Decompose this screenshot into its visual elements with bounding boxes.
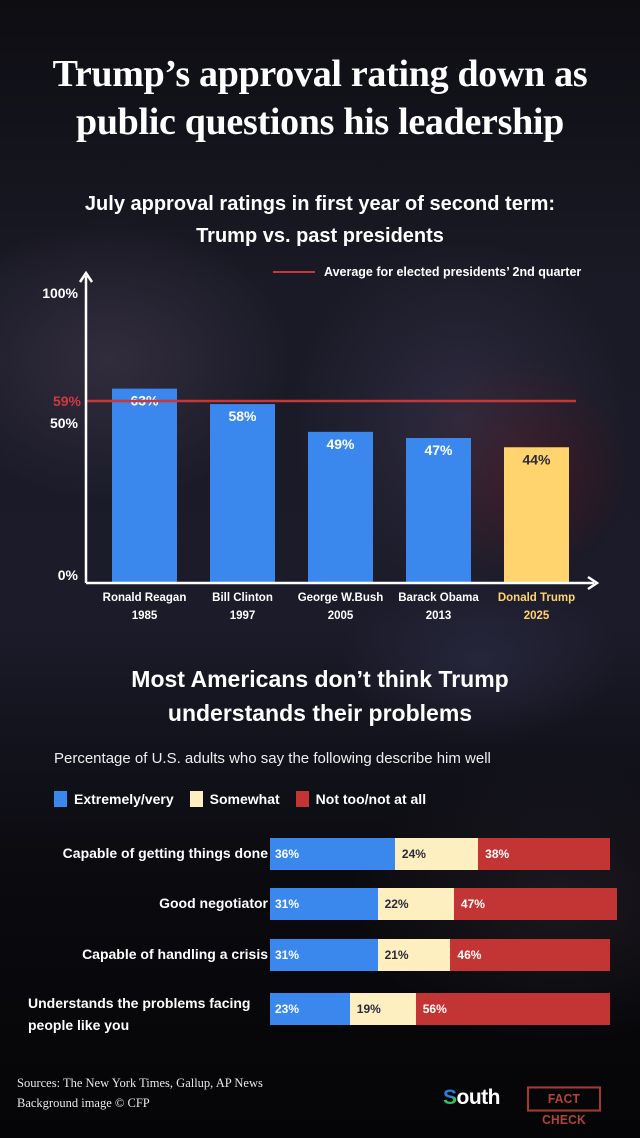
bar-donald-trump — [504, 447, 569, 583]
average-value-label: 59% — [53, 393, 82, 409]
segment-extremely-very: 31% — [270, 888, 378, 920]
x-tick-label-year: 2005 — [328, 610, 354, 622]
x-tick-label-name: Barack Obama — [398, 592, 479, 604]
x-axis-arrow-icon — [587, 575, 600, 591]
south-logo: South — [443, 1086, 501, 1110]
chart2-title: Most Americans don’t think Trump underst… — [0, 662, 640, 730]
main-title: Trump’s approval rating down as public q… — [0, 50, 640, 146]
stacked-bar: 23% 19% 56% — [270, 993, 611, 1025]
x-tick-label-name: Ronald Reagan — [103, 592, 187, 604]
legend-item-somewhat: Somewhat — [189, 791, 280, 807]
bar-value-label: 47% — [424, 442, 453, 458]
bar-value-label: 49% — [326, 436, 355, 452]
chart2-legend: Extremely/very Somewhat Not too/not at a… — [54, 791, 426, 807]
row-label: Good negotiator — [159, 895, 268, 911]
approval-bar-chart: 63%58%49% 47%44% 0%50%100% 59% Average fo… — [42, 265, 600, 622]
bar-ronald-reagan — [112, 388, 177, 583]
segment-somewhat: 22% — [377, 888, 454, 920]
footer-sources: Sources: The New York Times, Gallup, AP … — [17, 1073, 263, 1113]
segment-not-at-all: 47% — [453, 888, 617, 920]
south-logo-text: outh — [456, 1086, 501, 1109]
bar-george-w-bush — [308, 431, 373, 583]
y-tick-label: 0% — [58, 567, 79, 583]
segment-somewhat: 24% — [394, 838, 479, 870]
segment-extremely-very: 31% — [270, 939, 378, 971]
chart2-title-text: Most Americans don’t think Trump underst… — [131, 666, 509, 726]
chart1-title-line-1: July approval ratings in first year of s… — [84, 193, 556, 215]
x-tick-label-name: George W.Bush — [298, 592, 384, 604]
segment-not-at-all: 46% — [450, 939, 611, 971]
legend-label: Extremely/very — [74, 791, 174, 807]
sources-text: Sources: The New York Times, Gallup, AP … — [17, 1076, 263, 1090]
legend-average-label: Average for elected presidents’ 2nd quar… — [324, 265, 581, 279]
fact-check-stamp: FACT CHECK — [527, 1086, 601, 1127]
x-tick-label-name: Bill Clinton — [212, 592, 273, 604]
segment-extremely-very: 23% — [270, 993, 350, 1025]
segment-somewhat: 19% — [349, 993, 416, 1025]
x-tick-label-year: 1997 — [230, 610, 256, 622]
legend-item-not-at-all: Not too/not at all — [295, 791, 427, 807]
main-title-line-2: public questions his leadership — [75, 101, 565, 143]
chart1-title: July approval ratings in first year of s… — [0, 188, 640, 252]
chart2-subtitle: Percentage of U.S. adults who say the fo… — [54, 750, 491, 767]
row-label: Capable of handling a crisis — [82, 946, 268, 962]
bar-value-label: 58% — [228, 408, 257, 424]
x-tick-label-year: 2013 — [426, 610, 452, 622]
bar-bill-clinton — [210, 404, 275, 583]
legend-label: Somewhat — [209, 791, 280, 807]
stacked-bar: 31% 22% 47% — [270, 888, 617, 920]
legend-label: Not too/not at all — [315, 791, 427, 807]
chart1-title-line-2: Trump vs. past presidents — [196, 225, 444, 247]
y-tick-label: 100% — [42, 285, 78, 301]
segment-extremely-very: 36% — [270, 838, 395, 870]
image-credit-text: Background image © CFP — [17, 1096, 150, 1110]
stacked-bar: 36% 24% 38% — [270, 838, 611, 870]
segment-not-at-all: 38% — [478, 838, 611, 870]
row-label: Capable of getting things done — [62, 845, 268, 861]
stacked-bar: 31% 21% 46% — [270, 939, 611, 971]
y-axis-arrow-icon — [78, 270, 94, 283]
x-tick-label-year: 2025 — [524, 610, 550, 622]
x-tick-label-year: 1985 — [132, 610, 158, 622]
legend-item-extremely-very: Extremely/very — [54, 791, 174, 807]
south-logo-s-icon: S — [443, 1086, 457, 1109]
y-tick-label: 50% — [50, 415, 79, 431]
main-title-line-1: Trump’s approval rating down as — [52, 53, 588, 95]
legend-swatch-red — [295, 791, 309, 807]
bar-value-label: 44% — [522, 451, 551, 467]
row-label: Understands the problems facing people l… — [28, 995, 251, 1033]
legend-swatch-cream — [189, 791, 203, 807]
segment-not-at-all: 56% — [415, 993, 611, 1025]
legend-swatch-blue — [54, 791, 67, 807]
segment-somewhat: 21% — [377, 939, 451, 971]
x-tick-label-name: Donald Trump — [498, 592, 575, 604]
bar-barack-obama — [406, 438, 471, 583]
